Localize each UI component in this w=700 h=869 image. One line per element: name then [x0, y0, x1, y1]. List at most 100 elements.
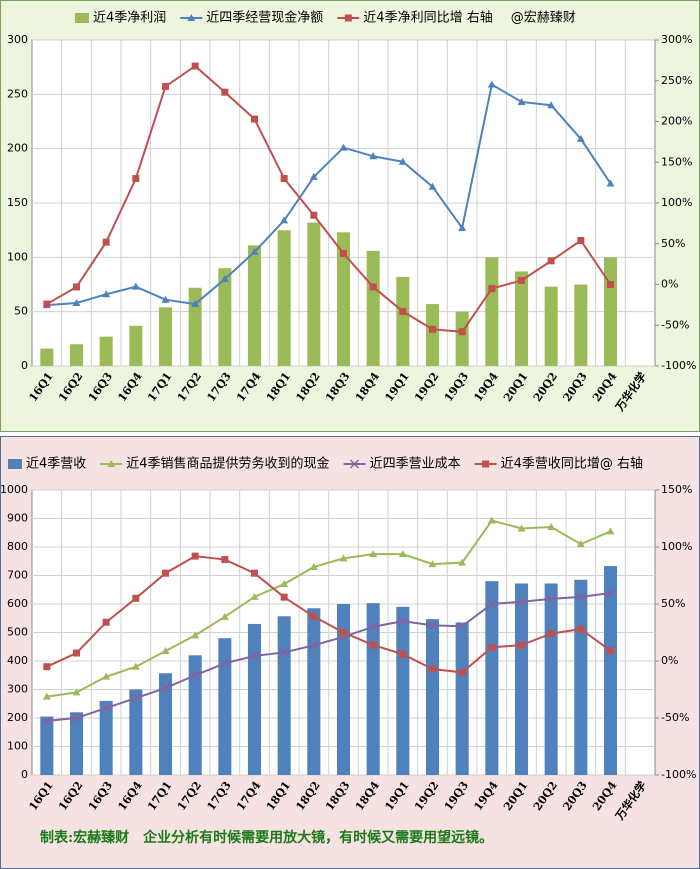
bar: [514, 583, 529, 775]
point: [161, 647, 170, 655]
point: [577, 236, 585, 244]
point: [340, 250, 347, 258]
point: [250, 247, 259, 255]
point: [576, 134, 585, 142]
bar: [218, 638, 232, 775]
bar: [544, 286, 558, 366]
legend-label: 近4季净利同比增 右轴: [363, 11, 492, 26]
line: [46, 555, 612, 674]
y2-tick-label: -50%: [661, 711, 689, 724]
point: [398, 157, 407, 165]
line: [46, 519, 611, 698]
bar: [336, 604, 351, 775]
point: [132, 594, 140, 602]
bar: [396, 276, 410, 366]
legend-label: 近四季营业成本: [370, 457, 461, 472]
bar: [603, 257, 618, 366]
y-tick-label: 1000: [0, 483, 28, 496]
point: [162, 82, 169, 90]
point: [162, 569, 169, 577]
point: [131, 282, 140, 290]
point: [518, 276, 525, 284]
point: [458, 668, 466, 676]
bar: [574, 284, 588, 366]
point: [517, 97, 526, 105]
point: [280, 593, 288, 601]
point: [339, 143, 348, 151]
y-tick-label: 250: [7, 87, 28, 100]
point: [161, 295, 170, 303]
point: [576, 540, 585, 548]
point: [369, 641, 377, 649]
y2-tick-label: -50%: [661, 318, 689, 331]
line: [46, 592, 611, 722]
point: [42, 692, 51, 700]
point: [487, 599, 497, 609]
y-tick-label: 200: [7, 711, 28, 724]
point: [606, 527, 615, 535]
point: [43, 300, 51, 308]
y-tick-label: 100: [7, 250, 28, 263]
point: [309, 562, 318, 570]
point: [517, 524, 526, 532]
point: [220, 612, 229, 620]
point: [344, 14, 352, 22]
point: [547, 630, 555, 638]
y2-tick-label: 300%: [661, 33, 692, 46]
legend-label: 近四季经营现金净额: [206, 10, 323, 26]
y2-tick-label: -100%: [661, 768, 696, 781]
point: [280, 216, 289, 224]
point: [458, 558, 467, 566]
point: [102, 290, 111, 298]
y-tick-label: 200: [7, 142, 28, 155]
bar: [277, 616, 291, 775]
point: [191, 300, 200, 308]
y-tick-label: 400: [7, 654, 28, 667]
y2-tick-label: 50%: [661, 597, 685, 610]
point: [187, 14, 196, 21]
point: [73, 283, 80, 291]
y-tick-label: 300: [7, 33, 28, 46]
point: [279, 647, 289, 657]
point: [309, 172, 318, 180]
point: [280, 580, 289, 588]
point: [607, 647, 614, 655]
legend-swatch: [75, 13, 89, 23]
bar: [277, 230, 291, 366]
point: [73, 649, 80, 657]
annotation: 制表:宏赫臻财 企业分析有时候需要用放大镜，有时候又需要用望远镜。: [40, 829, 493, 846]
point: [429, 665, 436, 673]
bar: [396, 606, 410, 775]
point: [43, 663, 51, 671]
y-tick-label: 50: [14, 305, 28, 318]
point: [221, 88, 229, 96]
point: [131, 693, 141, 703]
y2-tick-label: 200%: [661, 115, 692, 128]
y-tick-label: 900: [7, 512, 28, 525]
y2-tick-label: 150%: [661, 483, 692, 496]
point: [488, 285, 496, 293]
bar: [336, 232, 351, 366]
bar: [247, 623, 262, 775]
point: [576, 592, 586, 602]
point: [250, 592, 259, 600]
line: [46, 82, 612, 307]
point: [427, 620, 438, 630]
point: [428, 182, 437, 190]
point: [488, 643, 496, 651]
bar: [40, 348, 54, 366]
point: [369, 550, 378, 558]
point: [72, 688, 81, 696]
bar: [455, 311, 469, 366]
point: [191, 631, 200, 639]
bar: [69, 712, 84, 775]
point: [398, 616, 408, 626]
bar: [99, 700, 113, 775]
bar: [425, 619, 440, 775]
point: [251, 569, 258, 577]
point: [369, 152, 378, 160]
point: [399, 307, 407, 315]
bar: [188, 287, 202, 366]
point: [131, 662, 140, 670]
